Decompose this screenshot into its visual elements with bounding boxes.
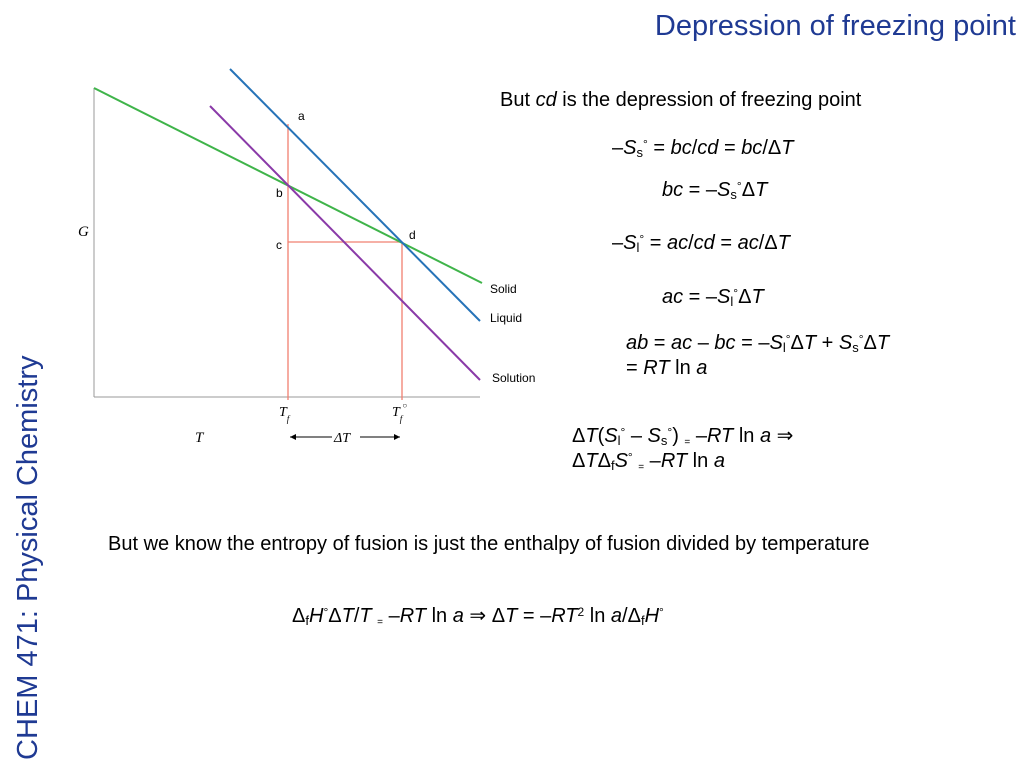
y-axis-label: G: [78, 224, 89, 240]
x-axis-label: T: [195, 430, 205, 446]
liquid-line-label: Liquid: [490, 311, 522, 325]
slide-title: Depression of freezing point: [654, 10, 1016, 42]
equation-bc: bc = –Ss°ΔT: [662, 179, 768, 202]
point-c-label: c: [276, 238, 282, 252]
delta-t-label: ΔT: [333, 431, 351, 446]
tf0-label: Tf○: [392, 401, 407, 424]
intro-line: But cd is the depression of freezing poi…: [500, 89, 862, 111]
solid-line-label: Solid: [490, 282, 517, 296]
solution-line-label: Solution: [492, 371, 535, 385]
gibbs-energy-diagram: a b c d Solid Liquid Solution G T Tf Tf○…: [78, 68, 535, 446]
liquid-line: [229, 68, 481, 322]
point-d-label: d: [409, 228, 416, 242]
point-a-label: a: [298, 109, 305, 123]
point-b-label: b: [276, 186, 283, 200]
tf-label: Tf: [279, 405, 291, 424]
equation-final: ΔfH°ΔT/T = –RT ln a ⇒ ΔT = –RT2 ln a/ΔfH…: [292, 605, 664, 628]
equation-ab: ab = ac – bc = –Sl°ΔT + Ss°ΔT = RT ln a: [626, 332, 890, 379]
equation-solid-entropy: –Ss° = bc/cd = bc/ΔT: [612, 137, 794, 160]
enthalpy-paragraph: But we know the entropy of fusion is jus…: [108, 533, 870, 555]
delta-t-arrowhead-right: [394, 434, 400, 440]
delta-t-arrowhead-left: [290, 434, 296, 440]
equation-delta-t: ΔT(Sl° – Ss°) = –RT ln a ⇒ ΔTΔfS° = –RT …: [572, 425, 794, 473]
equation-liquid-entropy: –Sl° = ac/cd = ac/ΔT: [612, 232, 790, 255]
solution-line: [209, 105, 481, 381]
equation-ac: ac = –Sl°ΔT: [662, 286, 764, 309]
